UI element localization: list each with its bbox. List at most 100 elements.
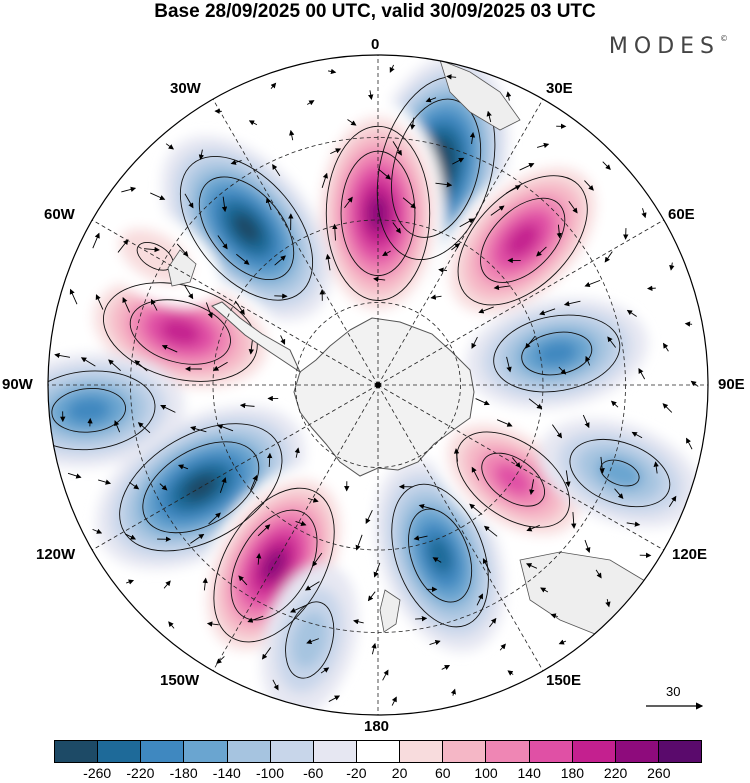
wind-vector-arrow [261, 647, 272, 660]
wind-vector-arrow [669, 262, 675, 271]
wind-vector-arrow [238, 575, 248, 586]
wind-vector-arrow [217, 235, 228, 250]
label-90e: 90E [718, 376, 745, 393]
wind-vector-arrow [353, 619, 364, 625]
wind-vector-arrow [584, 539, 591, 553]
meridian-line [92, 384, 379, 551]
wind-vector-arrow [478, 306, 494, 314]
wind-vector-arrow [476, 593, 483, 606]
wind-vector-arrow [536, 142, 550, 149]
wind-vector-arrow [558, 366, 567, 375]
wind-vector-arrow [206, 621, 219, 627]
wind-vector-arrow [392, 141, 402, 156]
anomaly-shading [427, 536, 453, 575]
wind-vector-arrow [565, 470, 571, 488]
wind-vector-arrow [126, 579, 135, 585]
wind-vector-arrow [662, 403, 673, 413]
wind-vector-arrow [67, 472, 82, 479]
wind-vector-arrow [289, 129, 295, 141]
wind-vector-arrow [183, 284, 194, 300]
wind-vector-arrow [529, 479, 535, 496]
wind-vector-arrow [295, 520, 307, 527]
streamline-contour [51, 387, 126, 433]
wind-vector-arrow [272, 163, 281, 177]
wind-vector-arrow [690, 380, 699, 387]
wind-vector-arrow [121, 186, 137, 193]
anomaly-shading [261, 548, 287, 582]
colorbar-swatch [400, 741, 444, 762]
wind-vector-arrow [490, 205, 505, 216]
wind-vector-arrow [430, 294, 442, 300]
streamline-contour [179, 155, 314, 301]
wind-vector-arrow [483, 525, 498, 537]
wind-vector-arrow [98, 479, 112, 485]
wind-vector-arrow [425, 97, 437, 103]
africa-tip [439, 59, 521, 131]
anomaly-shading [596, 457, 643, 489]
meridian-line [377, 219, 664, 386]
label-0: 0 [371, 36, 380, 53]
wind-vector-arrow [684, 321, 693, 327]
wind-vector-arrow [272, 679, 279, 691]
wind-vector-arrow [150, 298, 158, 311]
streamline-contour [285, 601, 335, 679]
wind-vector-arrow [184, 193, 194, 209]
wind-vector-arrow [280, 335, 286, 345]
wind-vector-arrow [505, 185, 521, 194]
wind-vector-arrow [641, 208, 647, 219]
wind-vector-arrow [662, 342, 669, 352]
wind-vector-arrow [330, 148, 342, 155]
label-60e: 60E [668, 206, 695, 223]
wind-vector-arrow [450, 688, 456, 696]
wind-vector-arrow [614, 488, 624, 499]
antarctic-peninsula [211, 301, 302, 374]
wind-vector-arrow [80, 357, 96, 367]
wind-vector-arrow [438, 267, 448, 273]
wind-vector-arrow [328, 695, 341, 702]
wind-vector-arrow [307, 100, 315, 106]
wind-vector-arrow [377, 168, 392, 180]
label-180: 180 [364, 718, 390, 735]
wind-vector-arrow [190, 533, 205, 544]
wind-vector-arrow [190, 426, 207, 433]
streamline-contour [521, 331, 593, 376]
colorbar-swatch [270, 741, 314, 762]
colorbar-swatch [184, 741, 228, 762]
wind-vector-arrow [306, 638, 320, 645]
south-pole-marker [375, 382, 381, 388]
wind-vector-arrow [248, 120, 258, 126]
wind-vector-arrow [471, 466, 480, 481]
wind-vector-arrow [506, 356, 512, 373]
label-120w: 120W [36, 546, 76, 563]
wind-vector-arrow [489, 617, 497, 628]
colorbar-swatch [98, 741, 142, 762]
wind-vector-arrow [585, 355, 591, 366]
wind-vector-arrow [686, 437, 693, 450]
wind-vector-arrow [239, 402, 255, 409]
colorbar-tick-label: -60 [303, 765, 324, 781]
wind-vector-arrow [165, 143, 175, 150]
new-zealand-outline [379, 589, 401, 633]
wind-vector-arrow [221, 196, 228, 213]
wind-vector-arrow [250, 474, 258, 491]
colorbar-tick-label: 20 [391, 765, 408, 781]
wind-vector-arrow [122, 297, 131, 313]
wind-vector-arrow [219, 477, 227, 493]
streamline-contour [493, 314, 621, 393]
colorbar-swatch [572, 741, 616, 762]
wind-vector-arrow [507, 670, 514, 676]
wind-vector-arrow [392, 222, 401, 234]
wind-vector-arrow [382, 669, 389, 681]
wind-vector-arrow [161, 344, 178, 353]
polar-map [47, 54, 709, 716]
wind-vector-arrow [413, 535, 428, 541]
label-30w: 30W [170, 80, 201, 97]
wind-vector-arrow [163, 580, 171, 589]
wind-vector-arrow [410, 117, 416, 130]
wind-vector-arrow [137, 422, 151, 434]
wind-vector-arrow [568, 200, 578, 214]
wind-vector-arrow [294, 447, 300, 458]
wind-vector-arrow [321, 172, 328, 188]
streamline-contour [569, 438, 671, 508]
streamline-contour [408, 508, 473, 603]
